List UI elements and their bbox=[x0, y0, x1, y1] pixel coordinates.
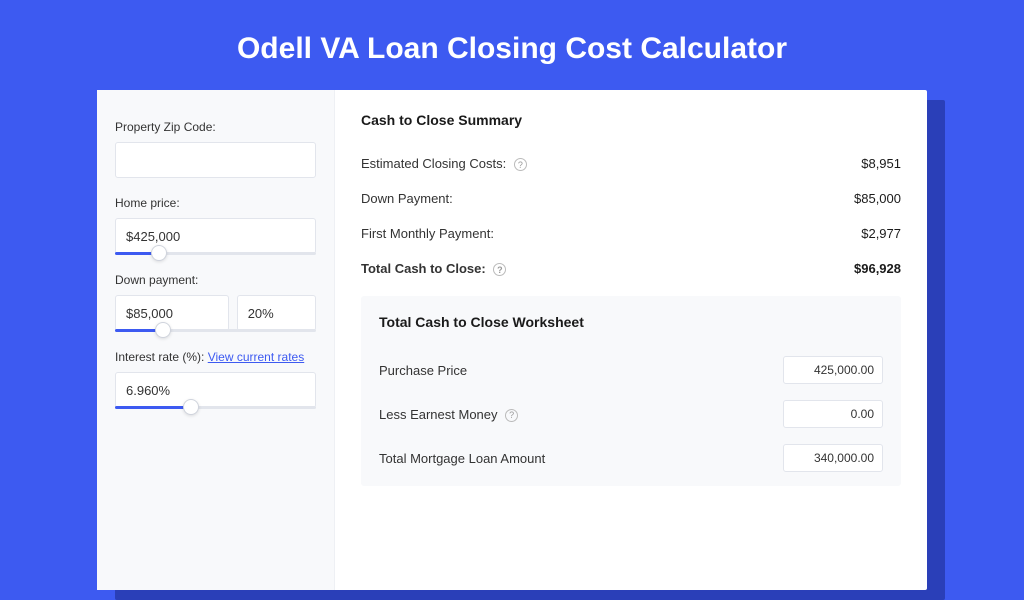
summary-row-closing-costs: Estimated Closing Costs: ? $8,951 bbox=[361, 146, 901, 181]
interest-field-group: Interest rate (%): View current rates bbox=[115, 350, 316, 409]
summary-title: Cash to Close Summary bbox=[361, 112, 901, 128]
summary-row-down-payment: Down Payment: $85,000 bbox=[361, 181, 901, 216]
summary-value: $2,977 bbox=[861, 226, 901, 241]
summary-value: $8,951 bbox=[861, 156, 901, 171]
summary-label: First Monthly Payment: bbox=[361, 226, 494, 241]
home-price-field-group: Home price: bbox=[115, 196, 316, 255]
summary-total-label-text: Total Cash to Close: bbox=[361, 261, 486, 276]
home-price-input[interactable] bbox=[115, 218, 316, 254]
page-title: Odell VA Loan Closing Cost Calculator bbox=[0, 0, 1024, 90]
zip-input[interactable] bbox=[115, 142, 316, 178]
calculator-card: Property Zip Code: Home price: Down paym… bbox=[97, 90, 927, 590]
home-price-slider[interactable] bbox=[115, 252, 316, 255]
worksheet-value: 0.00 bbox=[783, 400, 883, 428]
summary-label: Estimated Closing Costs: ? bbox=[361, 156, 527, 171]
worksheet-panel: Total Cash to Close Worksheet Purchase P… bbox=[361, 296, 901, 486]
summary-total-value: $96,928 bbox=[854, 261, 901, 276]
worksheet-label: Total Mortgage Loan Amount bbox=[379, 451, 545, 466]
input-sidebar: Property Zip Code: Home price: Down paym… bbox=[97, 90, 335, 590]
zip-label: Property Zip Code: bbox=[115, 120, 316, 134]
calculator-container: Property Zip Code: Home price: Down paym… bbox=[97, 90, 927, 590]
interest-input[interactable] bbox=[115, 372, 316, 408]
interest-label: Interest rate (%): View current rates bbox=[115, 350, 316, 364]
help-icon[interactable]: ? bbox=[505, 409, 518, 422]
view-rates-link[interactable]: View current rates bbox=[208, 350, 305, 364]
help-icon[interactable]: ? bbox=[493, 263, 506, 276]
results-main: Cash to Close Summary Estimated Closing … bbox=[335, 90, 927, 590]
worksheet-row-earnest-money: Less Earnest Money ? 0.00 bbox=[379, 392, 883, 436]
down-payment-label: Down payment: bbox=[115, 273, 316, 287]
down-payment-inputs bbox=[115, 295, 316, 331]
help-icon[interactable]: ? bbox=[514, 158, 527, 171]
zip-field-group: Property Zip Code: bbox=[115, 120, 316, 178]
summary-total-label: Total Cash to Close: ? bbox=[361, 261, 506, 276]
summary-value: $85,000 bbox=[854, 191, 901, 206]
worksheet-row-mortgage-amount: Total Mortgage Loan Amount 340,000.00 bbox=[379, 436, 883, 480]
worksheet-value: 425,000.00 bbox=[783, 356, 883, 384]
interest-slider[interactable] bbox=[115, 406, 316, 409]
worksheet-label-text: Less Earnest Money bbox=[379, 407, 498, 422]
worksheet-title: Total Cash to Close Worksheet bbox=[379, 314, 883, 330]
down-payment-percent-input[interactable] bbox=[237, 295, 316, 331]
down-payment-field-group: Down payment: bbox=[115, 273, 316, 332]
summary-label: Down Payment: bbox=[361, 191, 453, 206]
summary-row-first-payment: First Monthly Payment: $2,977 bbox=[361, 216, 901, 251]
down-payment-slider[interactable] bbox=[115, 329, 316, 332]
worksheet-value: 340,000.00 bbox=[783, 444, 883, 472]
worksheet-label: Less Earnest Money ? bbox=[379, 407, 518, 422]
summary-row-total: Total Cash to Close: ? $96,928 bbox=[361, 251, 901, 286]
summary-label-text: Estimated Closing Costs: bbox=[361, 156, 506, 171]
worksheet-label: Purchase Price bbox=[379, 363, 467, 378]
down-payment-slider-thumb[interactable] bbox=[155, 322, 171, 338]
home-price-label: Home price: bbox=[115, 196, 316, 210]
interest-label-text: Interest rate (%): bbox=[115, 350, 204, 364]
worksheet-row-purchase-price: Purchase Price 425,000.00 bbox=[379, 348, 883, 392]
interest-slider-thumb[interactable] bbox=[183, 399, 199, 415]
down-payment-amount-input[interactable] bbox=[115, 295, 229, 331]
home-price-slider-thumb[interactable] bbox=[151, 245, 167, 261]
